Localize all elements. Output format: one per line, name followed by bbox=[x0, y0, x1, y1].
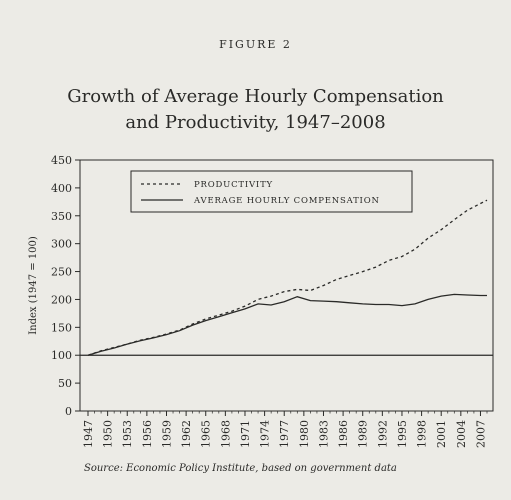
y-tick-label: 200 bbox=[51, 293, 72, 306]
x-tick-label: 2007 bbox=[474, 420, 487, 448]
compensation-line bbox=[87, 293, 487, 356]
y-tick-label: 450 bbox=[51, 154, 72, 167]
x-tick-label: 1998 bbox=[416, 420, 429, 448]
x-tick-label: 1986 bbox=[337, 420, 350, 448]
x-tick-label: 1956 bbox=[141, 420, 154, 448]
x-tick-label: 1959 bbox=[160, 420, 173, 448]
x-tick-label: 2001 bbox=[435, 420, 448, 448]
x-tick-label: 1995 bbox=[396, 420, 409, 448]
title-line-2: and Productivity, 1947–2008 bbox=[125, 112, 386, 133]
x-tick-label: 1947 bbox=[82, 420, 95, 448]
chart-title: Growth of Average Hourly Compensation an… bbox=[0, 84, 511, 136]
figure-label: FIGURE 2 bbox=[219, 38, 292, 51]
x-tick-label: 1992 bbox=[376, 420, 389, 448]
y-tick-label: 400 bbox=[51, 182, 72, 195]
plot-frame bbox=[79, 159, 494, 412]
title-line-1: Growth of Average Hourly Compensation bbox=[67, 86, 444, 107]
y-tick-label: 350 bbox=[51, 210, 72, 223]
y-axis-label: Index (1947 = 100) bbox=[28, 236, 39, 335]
x-tick-label: 1953 bbox=[121, 420, 134, 448]
legend-box bbox=[130, 170, 413, 213]
legend-label: PRODUCTIVITY bbox=[194, 180, 273, 190]
x-tick-label: 1989 bbox=[357, 420, 370, 448]
y-tick-label: 100 bbox=[51, 349, 72, 362]
y-tick-label: 0 bbox=[65, 405, 72, 418]
source-note: Source: Economic Policy Institute, based… bbox=[84, 463, 397, 474]
x-tick-label: 1962 bbox=[180, 420, 193, 448]
y-tick-label: 250 bbox=[51, 266, 72, 279]
x-tick-label: 1968 bbox=[219, 420, 232, 448]
y-tick-label: 300 bbox=[51, 238, 72, 251]
productivity-line bbox=[87, 199, 488, 356]
y-tick-label: 150 bbox=[51, 321, 72, 334]
x-tick-label: 1971 bbox=[239, 420, 252, 448]
x-tick-label: 2004 bbox=[455, 420, 468, 448]
y-tick-label: 50 bbox=[58, 377, 72, 390]
x-tick-label: 1977 bbox=[278, 420, 291, 448]
x-tick-label: 1983 bbox=[317, 420, 330, 448]
x-tick-label: 1950 bbox=[102, 420, 115, 448]
x-tick-label: 1974 bbox=[259, 420, 272, 448]
x-tick-label: 1965 bbox=[200, 420, 213, 448]
legend-label: AVERAGE HOURLY COMPENSATION bbox=[193, 196, 380, 206]
x-tick-label: 1980 bbox=[298, 420, 311, 448]
